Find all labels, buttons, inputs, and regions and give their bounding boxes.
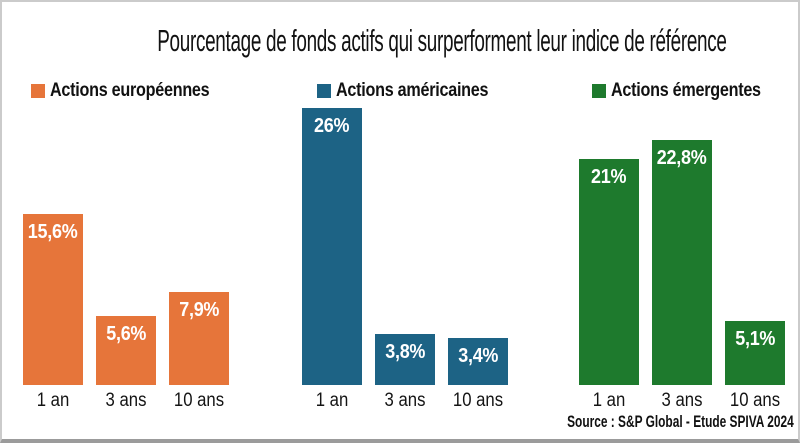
- bar-value-label: 5,6%: [106, 323, 146, 345]
- bar-value-label: 15,6%: [28, 221, 78, 243]
- legend-item-1: Actions américaines: [317, 80, 515, 101]
- bar-column: 3,4% 10 ans: [448, 2, 508, 411]
- chart-area: 15,6% 1 an 5,6% 3 ans 7,9% 10 ans 26% 1 an 3,8% 3…: [2, 2, 798, 411]
- bar-column: 7,9% 10 ans: [169, 2, 229, 411]
- bar-value-label: 3,4%: [458, 345, 498, 367]
- bar-value-label: 26%: [314, 115, 350, 137]
- x-tick-label: 3 ans: [105, 390, 147, 411]
- bar-value-label: 21%: [591, 166, 627, 188]
- bar-column: 22,8% 3 ans: [652, 2, 712, 411]
- x-tick-label: 3 ans: [384, 390, 426, 411]
- source-caption: Source : S&P Global - Etude SPIVA 2024: [567, 412, 794, 431]
- legend-label: Actions américaines: [336, 80, 489, 101]
- x-tick-label: 1 an: [592, 390, 626, 411]
- bar: 21%: [579, 159, 639, 385]
- bar-group-1: 26% 1 an 3,8% 3 ans 3,4% 10 ans: [302, 2, 508, 411]
- bar: 3,4%: [448, 338, 508, 385]
- bar-column: 3,8% 3 ans: [375, 2, 435, 411]
- bar-value-label: 3,8%: [385, 341, 425, 363]
- legend-item-2: Actions émergentes: [592, 80, 787, 101]
- bar: 26%: [302, 108, 362, 385]
- bar-column: 26% 1 an: [302, 2, 362, 411]
- bar-column: 21% 1 an: [579, 2, 639, 411]
- legend-label: Actions émergentes: [611, 80, 761, 101]
- bar: 3,8%: [375, 334, 435, 385]
- x-tick-label: 10 ans: [452, 390, 504, 411]
- bar-value-label: 5,1%: [735, 328, 775, 350]
- legend-swatch: [317, 84, 331, 98]
- bar: 7,9%: [169, 292, 229, 385]
- legend-swatch: [31, 84, 45, 98]
- bar: 5,6%: [96, 316, 156, 385]
- bar: 15,6%: [23, 214, 83, 385]
- bar-column: 15,6% 1 an: [23, 2, 83, 411]
- bar-column: 5,6% 3 ans: [96, 2, 156, 411]
- x-tick-label: 10 ans: [173, 390, 225, 411]
- x-tick-label: 3 ans: [661, 390, 703, 411]
- bar-value-label: 22,8%: [657, 147, 707, 169]
- bar-group-0: 15,6% 1 an 5,6% 3 ans 7,9% 10 ans: [23, 2, 229, 411]
- x-tick-label: 1 an: [36, 390, 70, 411]
- chart-title: Pourcentage de fonds actifs qui surperfo…: [157, 23, 727, 58]
- x-tick-label: 10 ans: [729, 390, 781, 411]
- bar-value-label: 7,9%: [179, 299, 219, 321]
- bar: 22,8%: [652, 140, 712, 385]
- legend-item-0: Actions européennes: [31, 80, 238, 101]
- x-tick-label: 1 an: [315, 390, 349, 411]
- legend-label: Actions européennes: [50, 80, 210, 101]
- bar: 5,1%: [725, 321, 785, 385]
- bar-group-2: 21% 1 an 22,8% 3 ans 5,1% 10 ans: [579, 2, 785, 411]
- bar-column: 5,1% 10 ans: [725, 2, 785, 411]
- legend-swatch: [592, 84, 606, 98]
